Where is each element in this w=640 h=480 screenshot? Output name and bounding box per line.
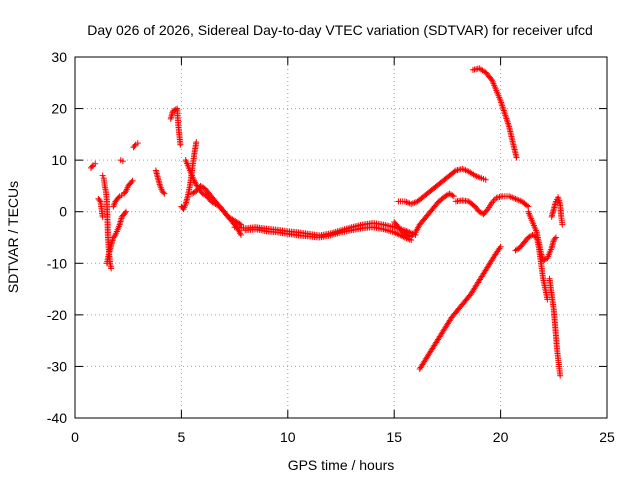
data-point [96,197,103,204]
data-point [402,231,409,238]
data-point [492,251,499,258]
grid-lines [75,57,607,418]
data-point [482,176,489,183]
data-point [409,232,416,239]
data-point [451,168,458,175]
data-point [551,235,558,242]
x-tick-label: 5 [178,429,186,445]
data-point [99,213,106,220]
y-tick-label: -30 [47,358,67,374]
data-point [525,203,532,210]
x-tick-label: 0 [71,429,79,445]
data-point [119,158,126,165]
data-point [92,160,99,167]
data-points [87,65,566,379]
y-tick-label: 10 [51,152,67,168]
data-point [193,139,200,146]
data-point [122,210,129,217]
data-point [128,179,135,186]
data-point [160,189,167,196]
y-axis-title: SDTVAR / TECUs [5,181,21,293]
data-point [161,190,168,197]
data-point [557,372,564,379]
data-point [450,193,457,200]
data-point [552,234,559,241]
data-point [122,189,129,196]
y-tick-label: 20 [51,101,67,117]
data-point [449,192,456,199]
y-tick-label: 30 [51,49,67,65]
y-tick-label: -10 [47,255,67,271]
data-point [129,177,136,184]
x-tick-label: 15 [386,429,402,445]
chart-title: Day 026 of 2026, Sidereal Day-to-day VTE… [87,22,593,38]
x-tick-label: 10 [280,429,296,445]
data-point [134,140,141,147]
data-point [488,75,495,82]
data-point [237,231,244,238]
x-axis-ticks: 0 5 10 15 20 25 [71,57,615,445]
data-point [497,243,504,250]
plot-frame [74,56,608,419]
data-point [408,233,415,240]
data-point [177,141,184,148]
data-point [99,172,106,179]
x-tick-label: 20 [493,429,509,445]
y-axis-ticks: -40 -30 -20 -10 0 10 20 30 [47,49,607,426]
x-tick-label: 25 [599,429,615,445]
data-point [111,233,118,240]
data-point [108,265,115,272]
data-point [513,154,520,161]
data-point [237,221,244,228]
y-tick-label: -40 [47,410,67,426]
data-point [131,142,138,149]
x-axis-title: GPS time / hours [288,457,395,473]
data-point [89,163,96,170]
y-tick-label: -20 [47,307,67,323]
data-point [115,194,122,201]
data-point [123,208,130,215]
data-point [559,221,566,228]
data-point [523,202,530,209]
y-tick-label: 0 [59,204,67,220]
